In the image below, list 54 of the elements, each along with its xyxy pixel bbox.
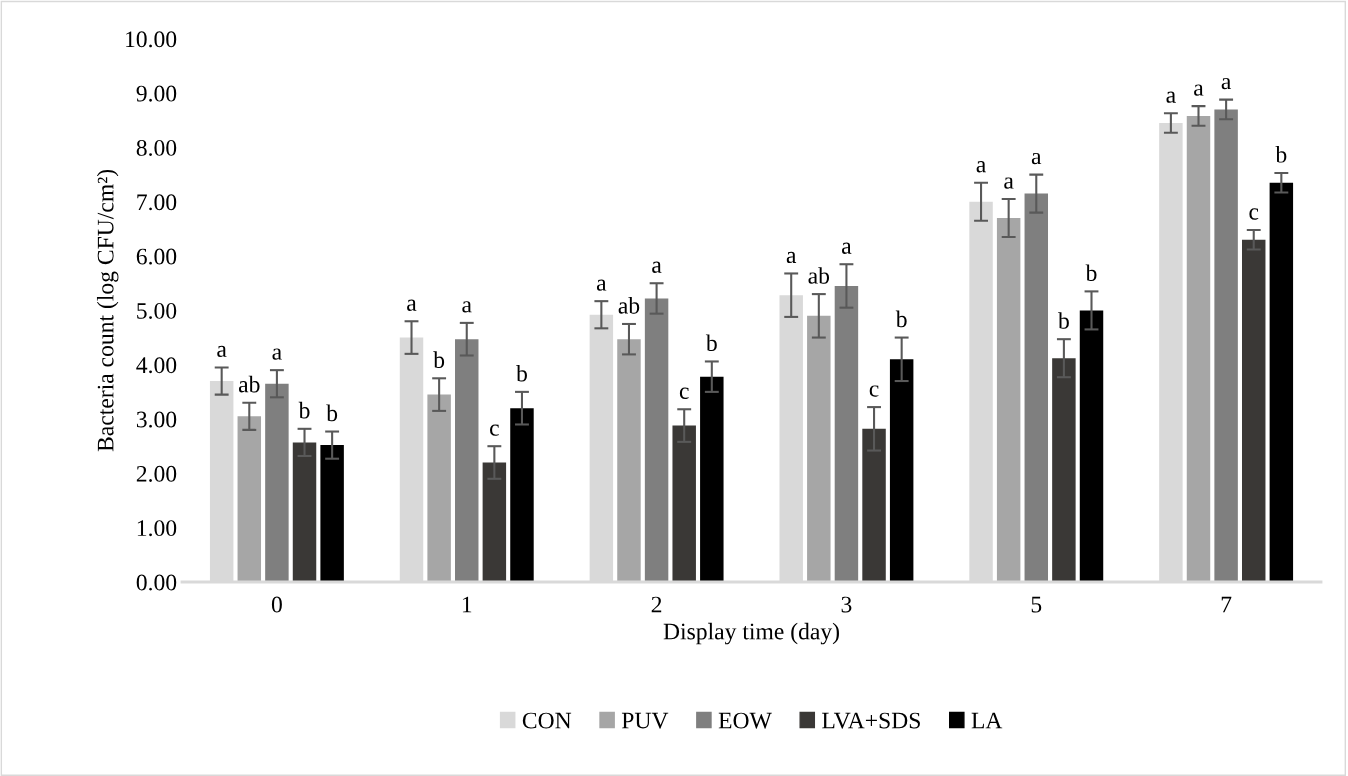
data-label: b (1085, 264, 1097, 282)
data-label: b (298, 401, 310, 419)
legend-label: EOW (718, 712, 772, 729)
data-label: ab (808, 267, 830, 284)
data-label: c (490, 424, 499, 436)
data-label: b (516, 364, 527, 382)
data-label: a (596, 279, 607, 291)
y-axis-title: Bacteria count (log CFU/cm²) (96, 169, 119, 452)
y-tick-label: 1.00 (137, 520, 177, 537)
x-axis-title: Display time (day) (663, 622, 839, 645)
data-label: a (272, 348, 282, 360)
data-label: a (652, 261, 662, 273)
y-tick-label: 3.00 (136, 411, 177, 428)
x-tick-label: 5 (1031, 596, 1042, 613)
legend-label: CON (522, 712, 572, 729)
data-label: b (326, 404, 338, 422)
data-label: a (976, 161, 986, 173)
data-label: a (217, 345, 227, 358)
data-label: a (1221, 77, 1232, 90)
y-tick-label: 5.00 (137, 302, 177, 319)
data-label: a (462, 301, 472, 313)
data-label: b (1275, 146, 1287, 163)
data-label: b (705, 334, 717, 352)
y-tick-label: 0.00 (136, 574, 177, 591)
data-label: ab (618, 297, 640, 314)
data-label: a (842, 242, 852, 254)
data-label: c (1249, 208, 1259, 220)
data-label: b (433, 351, 445, 368)
x-tick-label: 3 (841, 596, 852, 613)
data-label: b (1057, 312, 1069, 329)
legend-label: LA (971, 712, 1003, 729)
data-label: a (1166, 91, 1176, 103)
x-tick-label: 0 (271, 596, 282, 613)
legend-label: PUV (621, 712, 669, 729)
x-tick-label: 1 (462, 596, 472, 613)
x-tick-label: 7 (1221, 596, 1232, 613)
data-label: a (1031, 152, 1042, 165)
y-tick-label: 8.00 (136, 139, 177, 156)
data-label: a (407, 299, 417, 311)
data-label: c (679, 387, 689, 399)
data-label: b (895, 310, 907, 328)
y-tick-label: 4.00 (136, 357, 177, 374)
y-tick-label: 7.00 (137, 194, 177, 211)
x-tick-label: 2 (651, 596, 662, 613)
y-tick-label: 10.00 (126, 31, 177, 48)
data-label: a (1194, 84, 1204, 96)
y-tick-label: 2.00 (136, 465, 177, 482)
legend-label: LVA+SDS (822, 712, 920, 729)
data-label: a (1004, 177, 1014, 189)
y-tick-label: 6.00 (136, 248, 177, 265)
data-label: a (786, 251, 797, 264)
y-tick-label: 9.00 (136, 85, 177, 102)
data-label: ab (238, 375, 260, 393)
data-label: c (869, 385, 879, 397)
